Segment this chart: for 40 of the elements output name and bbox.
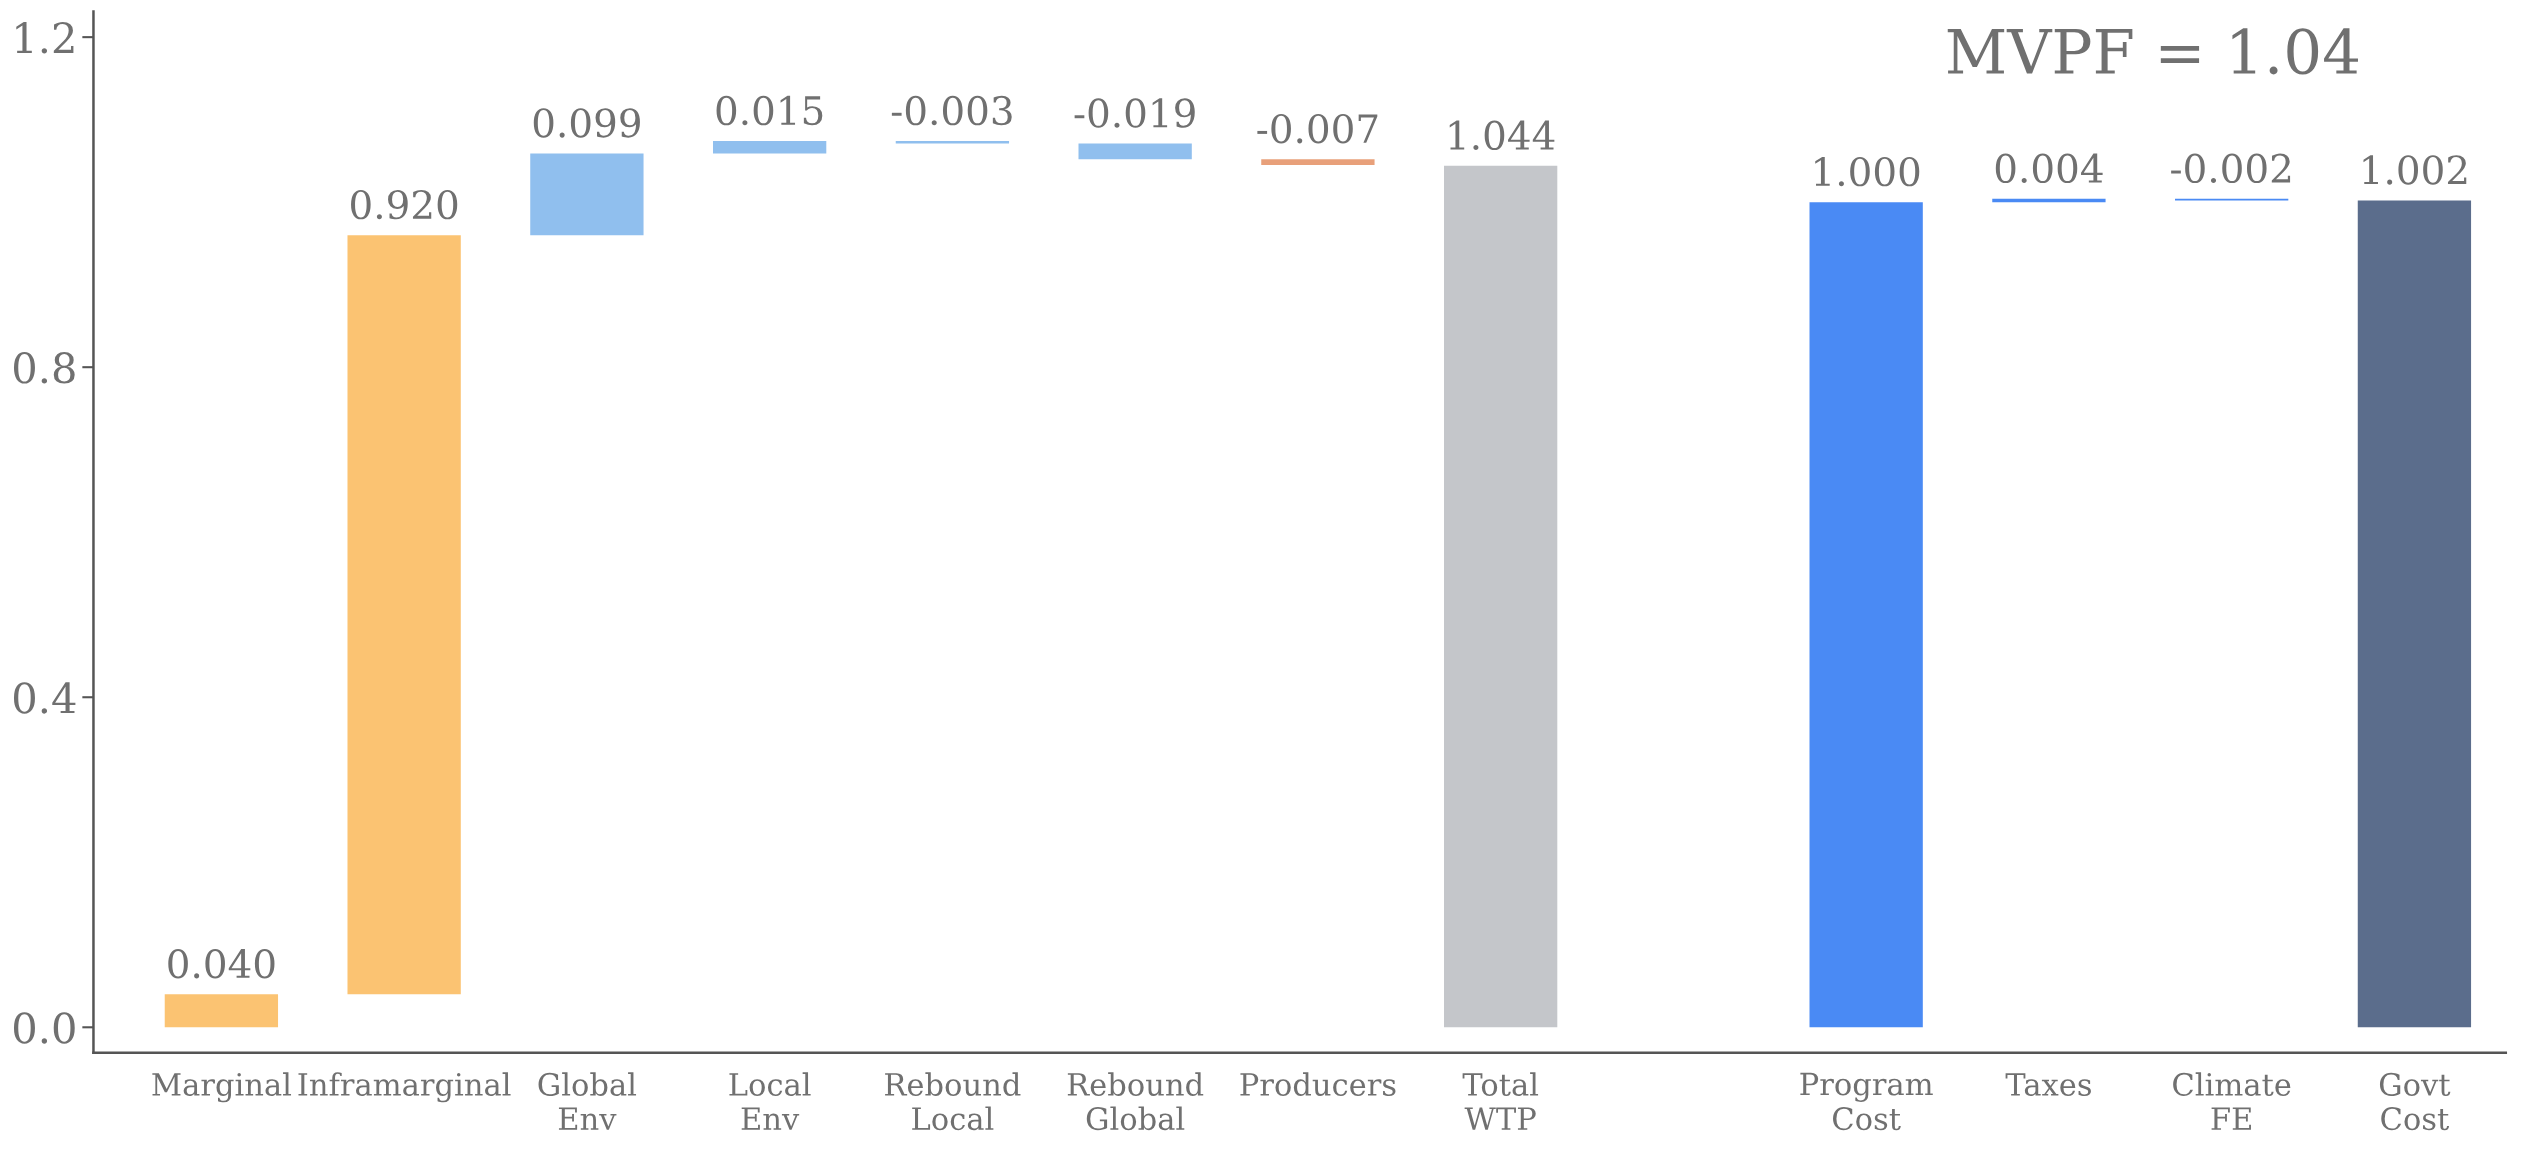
- data-label: 0.099: [533, 108, 640, 138]
- data-label: -0.003: [891, 95, 1012, 126]
- data-label: 1.000: [1815, 156, 1920, 187]
- bar: [1992, 198, 2106, 203]
- x-tick-label: Local Env: [729, 1072, 811, 1130]
- data-label: -0.007: [1257, 113, 1378, 144]
- bar: [1261, 159, 1375, 166]
- y-tick-label: 0.4: [13, 682, 76, 714]
- data-label: 0.920: [351, 189, 458, 220]
- bar: [895, 141, 1010, 144]
- data-label: 0.040: [168, 949, 275, 979]
- y-tick-label: 1.2: [16, 22, 74, 54]
- data-label: -0.019: [1074, 98, 1195, 128]
- bar: [1444, 165, 1558, 1028]
- data-label: -0.002: [2171, 153, 2291, 184]
- data-label: 0.004: [1995, 153, 2103, 184]
- x-tick-label: Producers: [1240, 1072, 1396, 1096]
- bar: [712, 141, 827, 154]
- x-tick-label: Marginal: [152, 1072, 292, 1103]
- x-tick-label: Climate FE: [2173, 1072, 2291, 1130]
- bar: [164, 994, 279, 1028]
- annotation: MVPF = 1.04: [1947, 28, 2358, 75]
- x-tick-label: Rebound Local: [885, 1072, 1021, 1131]
- x-tick-label: Govt Cost: [2379, 1072, 2451, 1131]
- bar: [1078, 143, 1192, 160]
- data-label: 1.044: [1449, 120, 1555, 150]
- x-tick-label: Global Env: [538, 1072, 637, 1130]
- y-tick-label: 0.8: [13, 352, 75, 384]
- bar: [347, 235, 461, 995]
- x-tick-label: Total WTP: [1462, 1072, 1539, 1130]
- x-tick-label: Program Cost: [1800, 1072, 1933, 1131]
- y-tick-label: 0.0: [13, 1012, 75, 1044]
- bar: [530, 153, 644, 236]
- bar: [2357, 200, 2472, 1028]
- x-tick-label: Taxes: [2005, 1073, 2091, 1096]
- x-tick-label: Inframarginal: [298, 1072, 511, 1103]
- bar: [1809, 202, 1923, 1028]
- data-label: 1.002: [2363, 155, 2467, 185]
- x-tick-label: Rebound Global: [1067, 1072, 1204, 1131]
- data-label: 0.015: [716, 95, 823, 126]
